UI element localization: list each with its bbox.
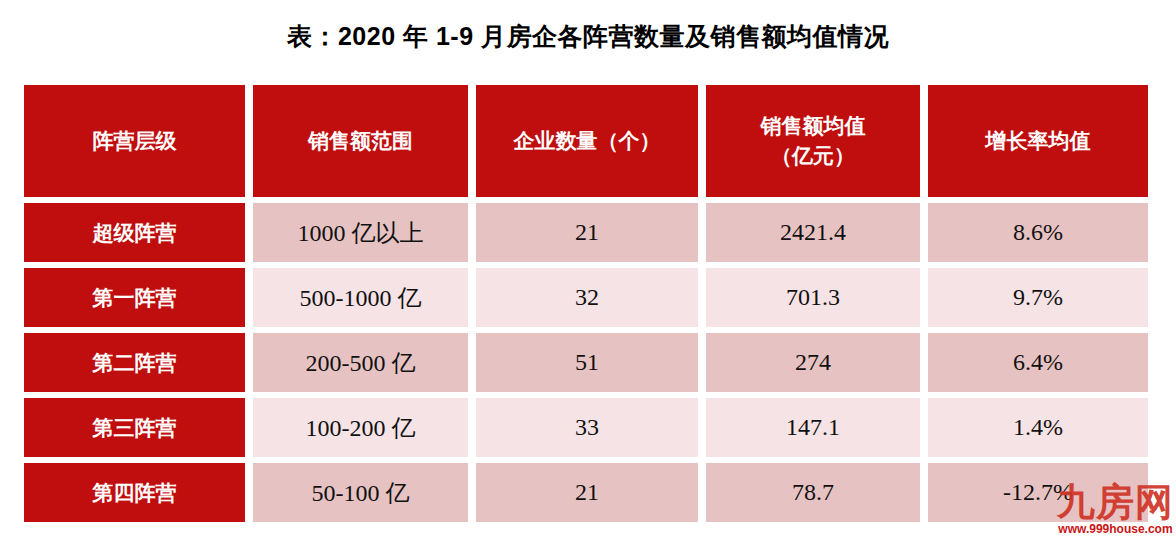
page: 表：2020 年 1-9 月房企各阵营数量及销售额均值情况 阵营层级 销售额范围… [0, 0, 1176, 540]
cell-range: 1000 亿以上 [253, 203, 468, 262]
row-tier-label: 超级阵营 [24, 203, 245, 262]
row-tier-label: 第二阵营 [24, 333, 245, 392]
cell-count: 32 [476, 268, 698, 327]
table-title: 表：2020 年 1-9 月房企各阵营数量及销售额均值情况 [0, 20, 1176, 53]
cell-count: 21 [476, 463, 698, 522]
row-tier-label: 第一阵营 [24, 268, 245, 327]
cell-growth: 6.4% [928, 333, 1148, 392]
row-tier-label: 第三阵营 [24, 398, 245, 457]
header-avg-sales: 销售额均值 （亿元） [706, 85, 920, 197]
header-growth: 增长率均值 [928, 85, 1148, 197]
cell-count: 21 [476, 203, 698, 262]
cell-range: 100-200 亿 [253, 398, 468, 457]
data-table: 阵营层级 销售额范围 企业数量（个） 销售额均值 （亿元） 增长率均值 超级阵营… [24, 85, 1148, 522]
cell-count: 33 [476, 398, 698, 457]
cell-growth: 8.6% [928, 203, 1148, 262]
cell-avg-sales: 147.1 [706, 398, 920, 457]
cell-avg-sales: 274 [706, 333, 920, 392]
watermark-url: www.999house.com [1057, 522, 1174, 536]
cell-avg-sales: 78.7 [706, 463, 920, 522]
cell-range: 50-100 亿 [253, 463, 468, 522]
header-range: 销售额范围 [253, 85, 468, 197]
cell-count: 51 [476, 333, 698, 392]
cell-avg-sales: 701.3 [706, 268, 920, 327]
header-count: 企业数量（个） [476, 85, 698, 197]
cell-range: 500-1000 亿 [253, 268, 468, 327]
cell-avg-sales: 2421.4 [706, 203, 920, 262]
row-tier-label: 第四阵营 [24, 463, 245, 522]
cell-growth: 9.7% [928, 268, 1148, 327]
cell-growth: 1.4% [928, 398, 1148, 457]
header-tier: 阵营层级 [24, 85, 245, 197]
cell-range: 200-500 亿 [253, 333, 468, 392]
cell-growth: -12.7% [928, 463, 1148, 522]
